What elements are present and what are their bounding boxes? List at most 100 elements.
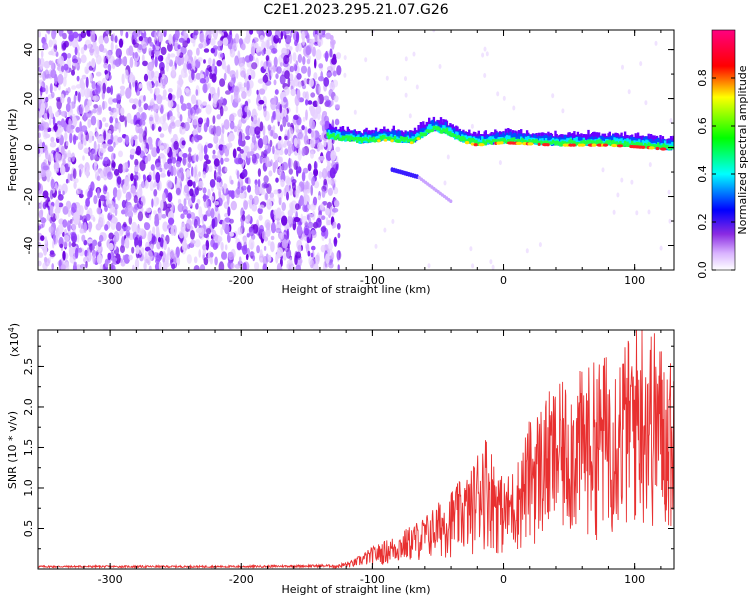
noise-blob	[321, 188, 326, 198]
x-tick-label: 100	[624, 274, 645, 287]
noise-blob	[177, 198, 182, 205]
noise-blob	[71, 202, 77, 214]
noise-blob	[306, 32, 310, 44]
noise-blob	[239, 193, 246, 199]
noise-blob	[148, 214, 152, 221]
noise-blob	[45, 85, 49, 95]
noise-blob	[65, 103, 71, 113]
noise-blob	[259, 121, 264, 132]
noise-blob	[213, 45, 218, 50]
noise-blob	[272, 125, 276, 131]
noise-blob	[203, 59, 206, 64]
noise-blob	[214, 204, 219, 212]
noise-blob	[160, 173, 166, 178]
noise-blob	[190, 239, 196, 245]
noise-blob	[202, 195, 209, 200]
noise-blob	[50, 60, 55, 71]
noise-blob	[293, 216, 301, 223]
noise-blob	[151, 147, 158, 158]
noise-blob	[93, 195, 98, 205]
colorbar: 0.0 0.2 0.4 0.6 0.8 Normalized spectral ampl…	[696, 29, 749, 279]
noise-blob	[105, 30, 112, 35]
noise-blob	[306, 58, 311, 65]
noise-blob	[108, 97, 114, 105]
noise-blob	[66, 220, 71, 232]
signal-band-cell	[662, 143, 666, 148]
noise-blob	[226, 194, 230, 206]
signal-band-cell	[402, 136, 405, 140]
noise-blob	[216, 60, 222, 67]
noise-blob	[119, 85, 126, 91]
noise-blob	[191, 69, 195, 81]
noise-blob	[98, 198, 101, 210]
noise-blob	[50, 48, 57, 56]
noise-blob	[51, 39, 57, 46]
signal-band-cell	[356, 140, 359, 143]
noise-blob	[56, 230, 61, 239]
noise-blob	[313, 72, 318, 80]
noise-blob	[185, 193, 189, 201]
noise-blob	[318, 170, 322, 179]
signal-band-cell	[500, 138, 503, 142]
spectrogram-marks	[38, 30, 674, 270]
noise-blob	[246, 151, 251, 159]
noise-blob	[154, 70, 160, 79]
noise-blob	[195, 72, 202, 80]
noise-blob	[331, 252, 335, 261]
noise-blob	[167, 192, 173, 203]
noise-blob	[469, 246, 473, 252]
noise-blob	[128, 45, 134, 56]
noise-blob	[289, 53, 293, 64]
noise-blob	[71, 242, 76, 248]
noise-blob	[51, 91, 55, 99]
noise-blob	[192, 166, 197, 178]
noise-blob	[183, 121, 190, 132]
noise-blob	[278, 156, 283, 164]
noise-blob	[212, 58, 216, 67]
noise-blob	[144, 222, 151, 231]
noise-blob	[383, 227, 387, 233]
noise-blob	[134, 166, 140, 172]
noise-blob	[229, 30, 232, 36]
noise-blob	[92, 39, 97, 51]
noise-blob	[38, 181, 41, 191]
noise-blob	[141, 30, 145, 34]
noise-blob	[57, 194, 64, 201]
noise-blob	[131, 104, 137, 110]
noise-blob	[294, 94, 300, 106]
signal-band-cell	[505, 135, 509, 142]
signal-band-cell	[483, 139, 486, 143]
noise-blob	[167, 99, 174, 108]
noise-blob	[66, 140, 69, 147]
noise-blob	[115, 221, 122, 232]
noise-blob	[259, 249, 263, 257]
noise-blob	[328, 179, 333, 185]
noise-blob	[65, 178, 69, 184]
signal-band-cell	[437, 126, 440, 131]
noise-blob	[110, 85, 113, 95]
noise-blob	[630, 179, 634, 185]
noise-blob	[314, 33, 319, 43]
noise-blob	[404, 56, 408, 62]
signal-band-cell	[444, 121, 447, 131]
noise-blob	[286, 259, 293, 265]
noise-blob	[54, 152, 60, 163]
noise-blob	[197, 217, 201, 227]
noise-blob	[270, 129, 273, 137]
noise-blob	[271, 47, 278, 54]
noise-blob	[307, 250, 311, 257]
noise-blob	[121, 73, 125, 85]
noise-blob	[151, 123, 155, 131]
noise-blob	[93, 95, 100, 102]
colorbar-label: Normalized spectral amplitude	[736, 65, 749, 234]
noise-blob	[190, 106, 197, 117]
noise-blob	[114, 44, 118, 50]
noise-blob	[254, 261, 260, 270]
noise-blob	[261, 41, 266, 50]
signal-band-cell	[607, 141, 610, 145]
noise-blob	[63, 63, 69, 71]
signal-band-cell	[438, 128, 441, 131]
noise-blob	[187, 152, 192, 163]
noise-blob	[298, 42, 302, 52]
signal-core	[499, 141, 504, 145]
